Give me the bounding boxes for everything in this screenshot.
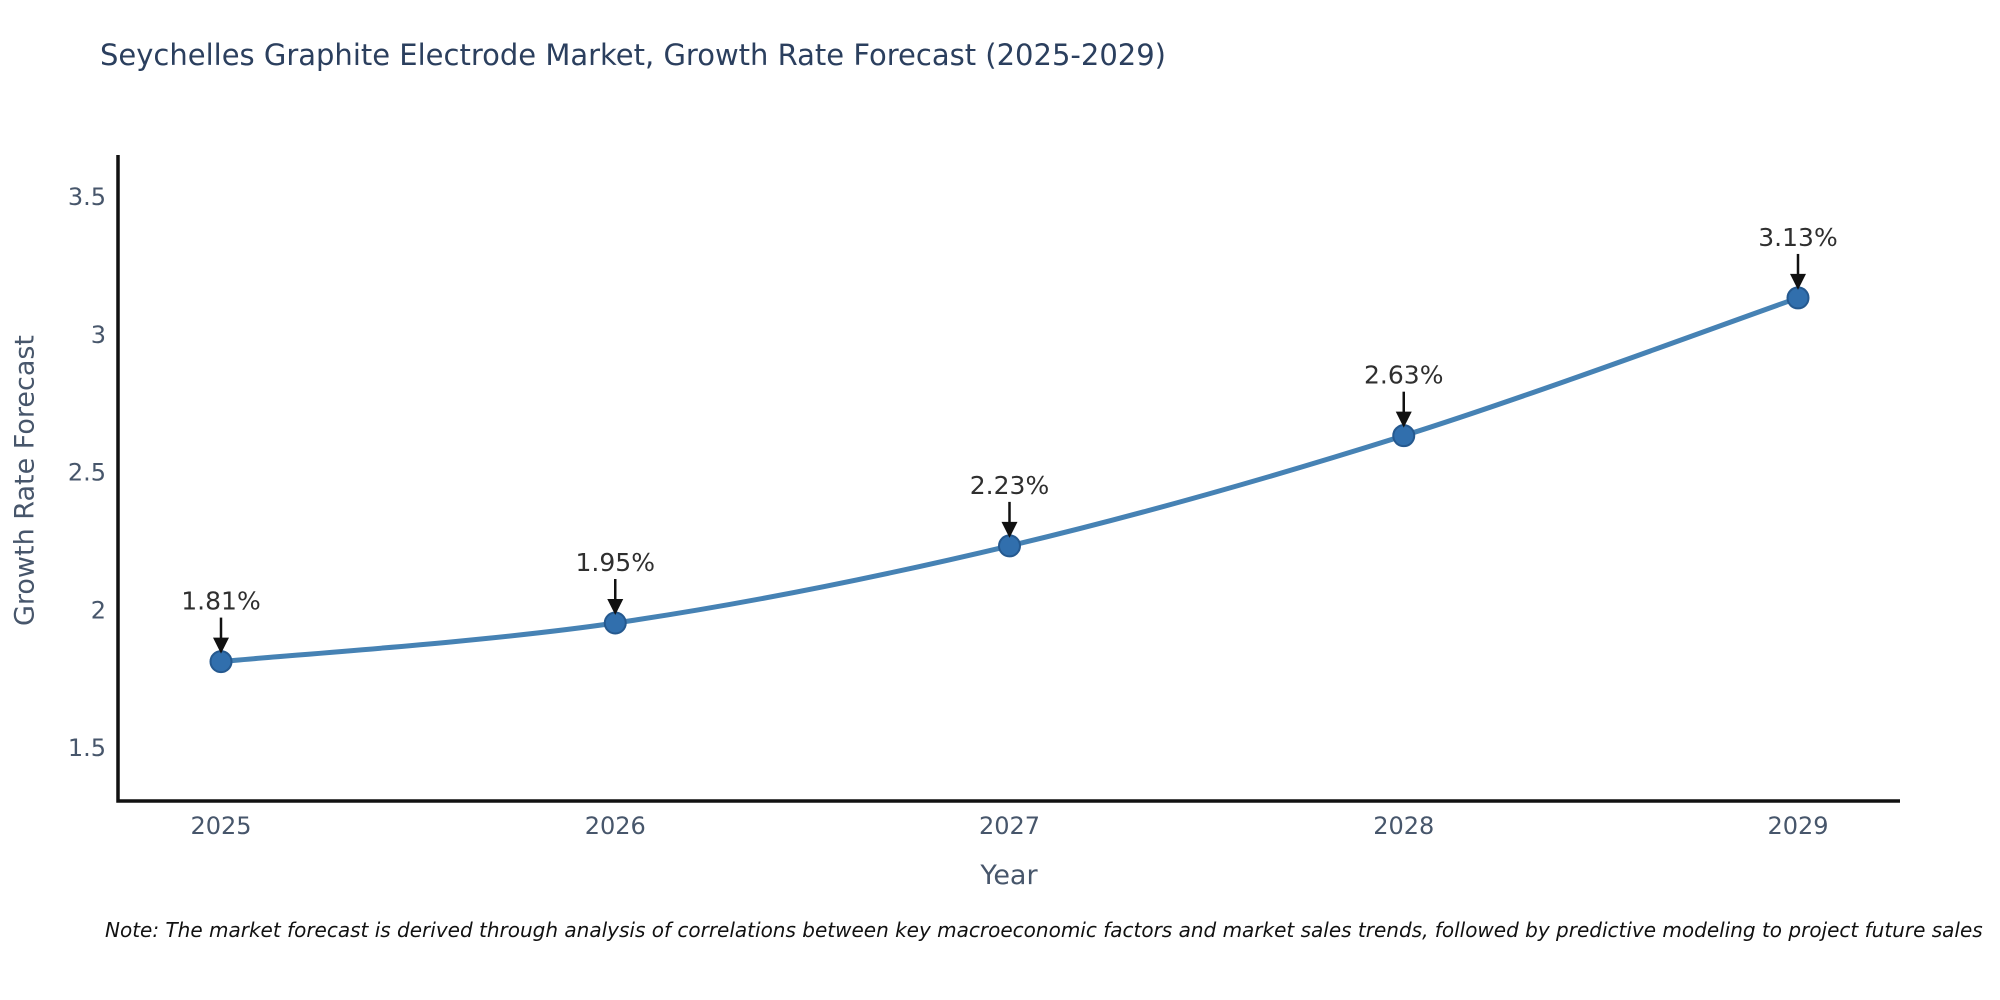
y-tick-label: 1.5 — [68, 734, 106, 762]
annotation-arrow-head — [213, 637, 229, 654]
x-axis-title: Year — [980, 860, 1038, 891]
data-point-label: 2.23% — [970, 471, 1049, 500]
data-point-label: 3.13% — [1758, 223, 1837, 252]
data-point-marker — [998, 534, 1021, 558]
data-point-marker — [603, 611, 627, 635]
x-tick-label: 2025 — [190, 812, 251, 840]
axis-spines — [116, 155, 1900, 803]
x-tick-label: 2028 — [1373, 812, 1434, 840]
annotation-arrow-head — [1001, 521, 1018, 538]
y-tick-label: 2.5 — [68, 459, 106, 487]
data-point-label: 1.95% — [576, 548, 655, 577]
y-tick-label: 3 — [91, 321, 106, 349]
footnote: Note: The market forecast is derived thr… — [105, 918, 1983, 942]
y-tick-label: 2 — [91, 596, 106, 624]
data-point-marker — [209, 650, 233, 674]
data-point-marker — [1392, 424, 1416, 448]
chart-title: Seychelles Graphite Electrode Market, Gr… — [100, 38, 1166, 72]
annotation-arrow-head — [1395, 411, 1412, 428]
x-tick-label: 2029 — [1767, 812, 1828, 840]
y-tick-label: 3.5 — [68, 183, 106, 211]
annotation-arrow-head — [1790, 273, 1806, 290]
data-point-label: 1.81% — [181, 587, 260, 616]
data-point-label: 2.63% — [1364, 361, 1443, 390]
annotation-arrow-head — [607, 599, 624, 616]
x-tick-label: 2027 — [979, 812, 1040, 840]
data-point-marker — [1786, 286, 1810, 310]
x-tick-label: 2026 — [585, 812, 646, 840]
